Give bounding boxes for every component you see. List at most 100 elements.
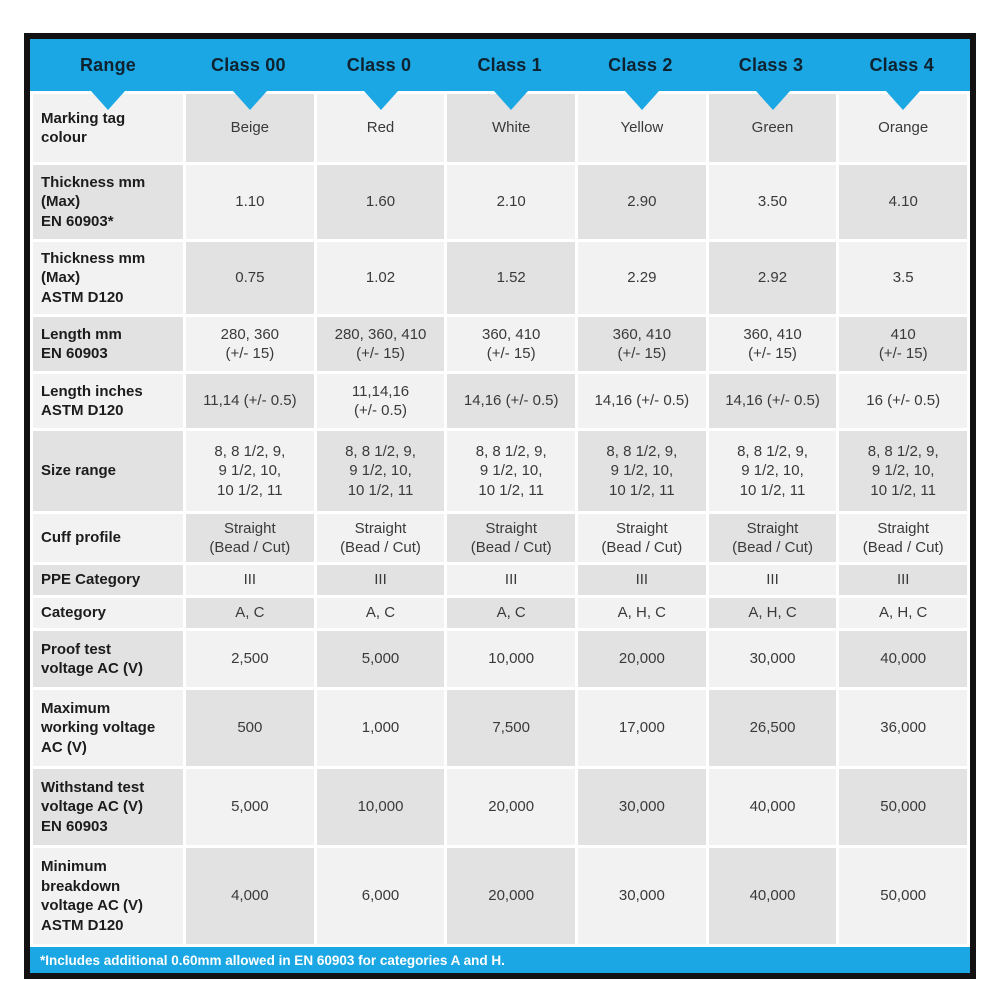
row-label: Withstand test voltage AC (V) EN 60903 [33,769,183,845]
table-cell: 30,000 [578,769,706,845]
header-cell-class-3: Class 3 [738,54,804,75]
table-cell: 410 (+/- 15) [839,317,968,371]
table-cell: 2.29 [578,242,706,314]
table-cell: 8, 8 1/2, 9, 9 1/2, 10, 10 1/2, 11 [186,431,314,511]
table-cell: 40,000 [839,631,968,687]
table-row: Thickness mm (Max) EN 60903* 1.10 1.60 2.10… [33,165,968,239]
table-cell: III [839,565,968,595]
table-cell: 26,500 [708,690,837,766]
triangle-down-icon [363,91,398,110]
table-cell: 6,000 [316,848,445,944]
table-cell: 50,000 [839,769,968,845]
table-cell: III [447,565,576,595]
table-cell: Straight (Bead / Cut) [839,514,968,562]
triangle-down-icon [232,91,267,110]
table-row: Thickness mm (Max) ASTM D120 0.75 1.02 1.52… [33,242,968,314]
table-cell: 10,000 [447,631,576,687]
table-cell: A, H, C [578,598,706,628]
table-cell: A, H, C [839,598,968,628]
table-cell: 360, 410 (+/- 15) [708,317,837,371]
table-cell: 8, 8 1/2, 9, 9 1/2, 10, 10 1/2, 11 [708,431,837,511]
row-label: Thickness mm (Max) ASTM D120 [33,242,183,314]
table-row: PPE Category III III III III III III [33,565,968,595]
table-cell: 14,16 (+/- 0.5) [447,374,576,428]
table-cell: 2,500 [186,631,314,687]
table-row: Minimum breakdown voltage AC (V) ASTM D1… [33,848,968,944]
triangle-down-icon [91,91,125,110]
header-cell-class-0: Class 0 [346,54,412,75]
table-cell: 5,000 [316,631,445,687]
table-cell: Straight (Bead / Cut) [708,514,837,562]
table-cell: III [578,565,706,595]
table-cell: 500 [186,690,314,766]
table-cell: A, C [447,598,576,628]
table-cell: 280, 360 (+/- 15) [186,317,314,371]
table-cell: 40,000 [708,769,837,845]
table-cell: III [186,565,314,595]
table-cell: Orange [839,94,968,162]
row-label: Length mm EN 60903 [33,317,183,371]
triangle-down-icon [624,91,659,110]
table-cell: 17,000 [578,690,706,766]
table-row: Marking tag colour Beige Red White Yellow Gre… [33,94,968,162]
table-cell: 8, 8 1/2, 9, 9 1/2, 10, 10 1/2, 11 [447,431,576,511]
triangle-down-icon [755,91,790,110]
table-cell: 20,000 [578,631,706,687]
table-cell: 40,000 [708,848,837,944]
table-cell: A, C [316,598,445,628]
table-row: Length mm EN 60903 280, 360 (+/- 15) 280, … [33,317,968,371]
table-cell: 280, 360, 410 (+/- 15) [316,317,445,371]
spec-table: Range Class 00 Class 0 Class 1 Class 2 C… [24,33,976,979]
spec-table-body: Marking tag colour Beige Red White Yellow Gre… [33,94,968,944]
table-row: Proof test voltage AC (V) 2,500 5,000 10,00… [33,631,968,687]
row-label: Maximum working voltage AC (V) [33,690,183,766]
table-cell: 14,16 (+/- 0.5) [708,374,837,428]
table-cell: Straight (Bead / Cut) [316,514,445,562]
header-cell-class-00: Class 00 [211,54,286,75]
row-label: Cuff profile [33,514,183,562]
table-cell: III [316,565,445,595]
table-cell: 20,000 [447,848,576,944]
footnote-bar: *Includes additional 0.60mm allowed in E… [30,947,970,973]
table-cell: 10,000 [316,769,445,845]
table-cell: 20,000 [447,769,576,845]
table-cell: 14,16 (+/- 0.5) [578,374,706,428]
row-label: Category [33,598,183,628]
table-cell: 360, 410 (+/- 15) [447,317,576,371]
row-label: Minimum breakdown voltage AC (V) ASTM D1… [33,848,183,944]
header-cell-class-4: Class 4 [869,54,934,75]
row-label: Length inches ASTM D120 [33,374,183,428]
table-cell: 1.60 [316,165,445,239]
table-cell: Straight (Bead / Cut) [447,514,576,562]
table-cell: A, C [186,598,314,628]
table-cell: 5,000 [186,769,314,845]
table-row: Length inches ASTM D120 11,14 (+/- 0.5) 11… [33,374,968,428]
table-cell: 8, 8 1/2, 9, 9 1/2, 10, 10 1/2, 11 [316,431,445,511]
triangle-down-icon [494,91,529,110]
table-cell: 30,000 [708,631,837,687]
table-cell: 1.02 [316,242,445,314]
header-cell-class-1: Class 1 [477,54,542,75]
table-row: Category A, C A, C A, C A, H, C A, H, C A, H, … [33,598,968,628]
header-cell-class-2: Class 2 [608,54,673,75]
table-cell: 3.50 [708,165,837,239]
table-row: Maximum working voltage AC (V) 500 1,000 7,… [33,690,968,766]
row-label: Size range [33,431,183,511]
table-cell: Straight (Bead / Cut) [186,514,314,562]
table-header-row: Range Class 00 Class 0 Class 1 Class 2 C… [30,39,970,91]
table-cell: 1,000 [316,690,445,766]
table-row: Cuff profile Straight (Bead / Cut) Straigh… [33,514,968,562]
table-row: Size range 8, 8 1/2, 9, 9 1/2, 10, 10 1/2… [33,431,968,511]
table-cell: A, H, C [708,598,837,628]
table-cell: 50,000 [839,848,968,944]
table-cell: 11,14,16 (+/- 0.5) [316,374,445,428]
table-cell: 11,14 (+/- 0.5) [186,374,314,428]
row-label: Proof test voltage AC (V) [33,631,183,687]
table-cell: 16 (+/- 0.5) [839,374,968,428]
table-cell: 1.10 [186,165,314,239]
table-cell: 36,000 [839,690,968,766]
table-cell: 8, 8 1/2, 9, 9 1/2, 10, 10 1/2, 11 [578,431,706,511]
table-cell: 2.92 [708,242,837,314]
table-cell: 2.10 [447,165,576,239]
table-cell: III [708,565,837,595]
